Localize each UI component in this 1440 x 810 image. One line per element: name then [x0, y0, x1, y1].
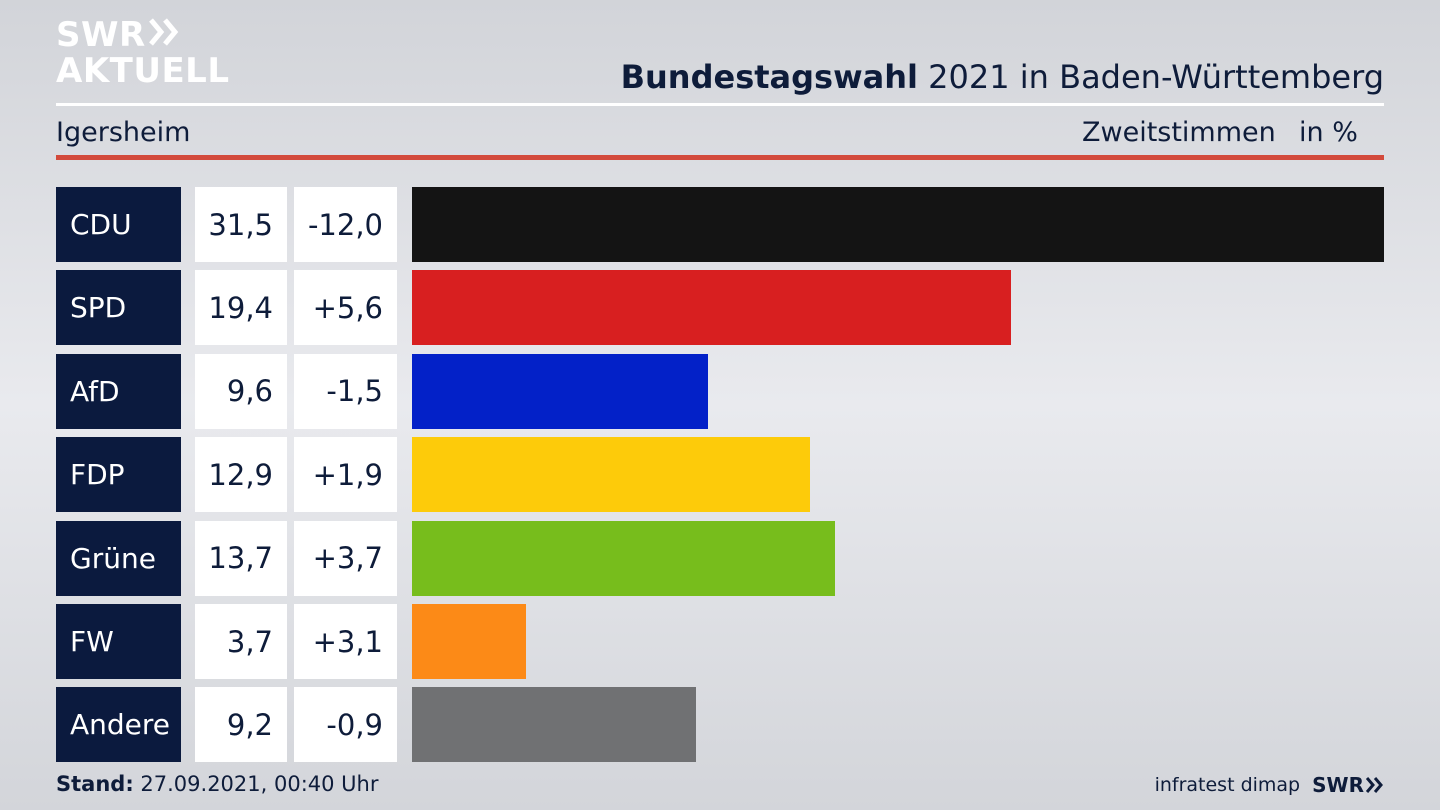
metric-label: Zweitstimmen [1082, 117, 1276, 148]
footer-credits: infratest dimap SWR [1155, 773, 1384, 797]
stand-value: 27.09.2021, 00:40 Uhr [133, 772, 379, 796]
logo-aktuell-text: AKTUELL [56, 51, 230, 91]
value-label: 13,7 [195, 520, 287, 596]
party-label: AfD [56, 353, 181, 429]
bar [412, 520, 835, 596]
result-row: Andere 9,2 -0,9 [0, 687, 1440, 763]
bar [412, 353, 709, 429]
value-label: 9,6 [195, 353, 287, 429]
party-label: CDU [56, 187, 181, 262]
chevron-right-icon [1366, 777, 1383, 793]
value-label: 19,4 [195, 270, 287, 346]
swr-brand-logo: SWR [1312, 773, 1384, 797]
result-row: FDP 12,9 +1,9 [0, 437, 1440, 513]
value-label: 12,9 [195, 437, 287, 513]
value-label: 3,7 [195, 604, 287, 679]
diff-label: -1,5 [294, 353, 397, 429]
logo-swr-text: SWR [56, 15, 146, 55]
chevron-right-icon [148, 18, 183, 52]
diff-label: +3,1 [294, 604, 397, 679]
value-label: 9,2 [195, 687, 287, 763]
diff-label: -12,0 [294, 187, 397, 262]
result-row: CDU 31,5 -12,0 [0, 187, 1440, 263]
party-label: SPD [56, 270, 181, 346]
title-bold: Bundestagswahl [620, 58, 918, 96]
bar [412, 687, 696, 763]
accent-divider [56, 155, 1384, 160]
bar [412, 604, 527, 679]
diff-label: -0,9 [294, 687, 397, 763]
title-rest: 2021 in Baden-Württemberg [917, 58, 1384, 96]
party-label: Grüne [56, 520, 181, 596]
diff-label: +3,7 [294, 520, 397, 596]
page-title: Bundestagswahl 2021 in Baden-Württemberg [621, 58, 1384, 96]
bar [412, 270, 1011, 346]
place-name: Igersheim [56, 117, 191, 148]
value-label: 31,5 [195, 187, 287, 262]
bar [412, 437, 811, 513]
party-label: FDP [56, 437, 181, 513]
swr-brand-text: SWR [1312, 773, 1364, 797]
bar [412, 187, 1384, 262]
diff-label: +5,6 [294, 270, 397, 346]
party-label: FW [56, 604, 181, 679]
result-row: FW 3,7 +3,1 [0, 604, 1440, 680]
result-row: Grüne 13,7 +3,7 [0, 520, 1440, 597]
diff-label: +1,9 [294, 437, 397, 513]
unit-label: in % [1299, 117, 1358, 148]
party-label: Andere [56, 687, 181, 763]
swr-aktuell-logo: SWR AKTUELL [56, 18, 230, 88]
result-row: SPD 19,4 +5,6 [0, 270, 1440, 346]
stand-label: Stand: [56, 772, 134, 796]
footer-timestamp: Stand: 27.09.2021, 00:40 Uhr [56, 772, 379, 796]
source-label: infratest dimap [1154, 774, 1301, 796]
result-row: AfD 9,6 -1,5 [0, 353, 1440, 430]
header-divider [56, 103, 1384, 106]
